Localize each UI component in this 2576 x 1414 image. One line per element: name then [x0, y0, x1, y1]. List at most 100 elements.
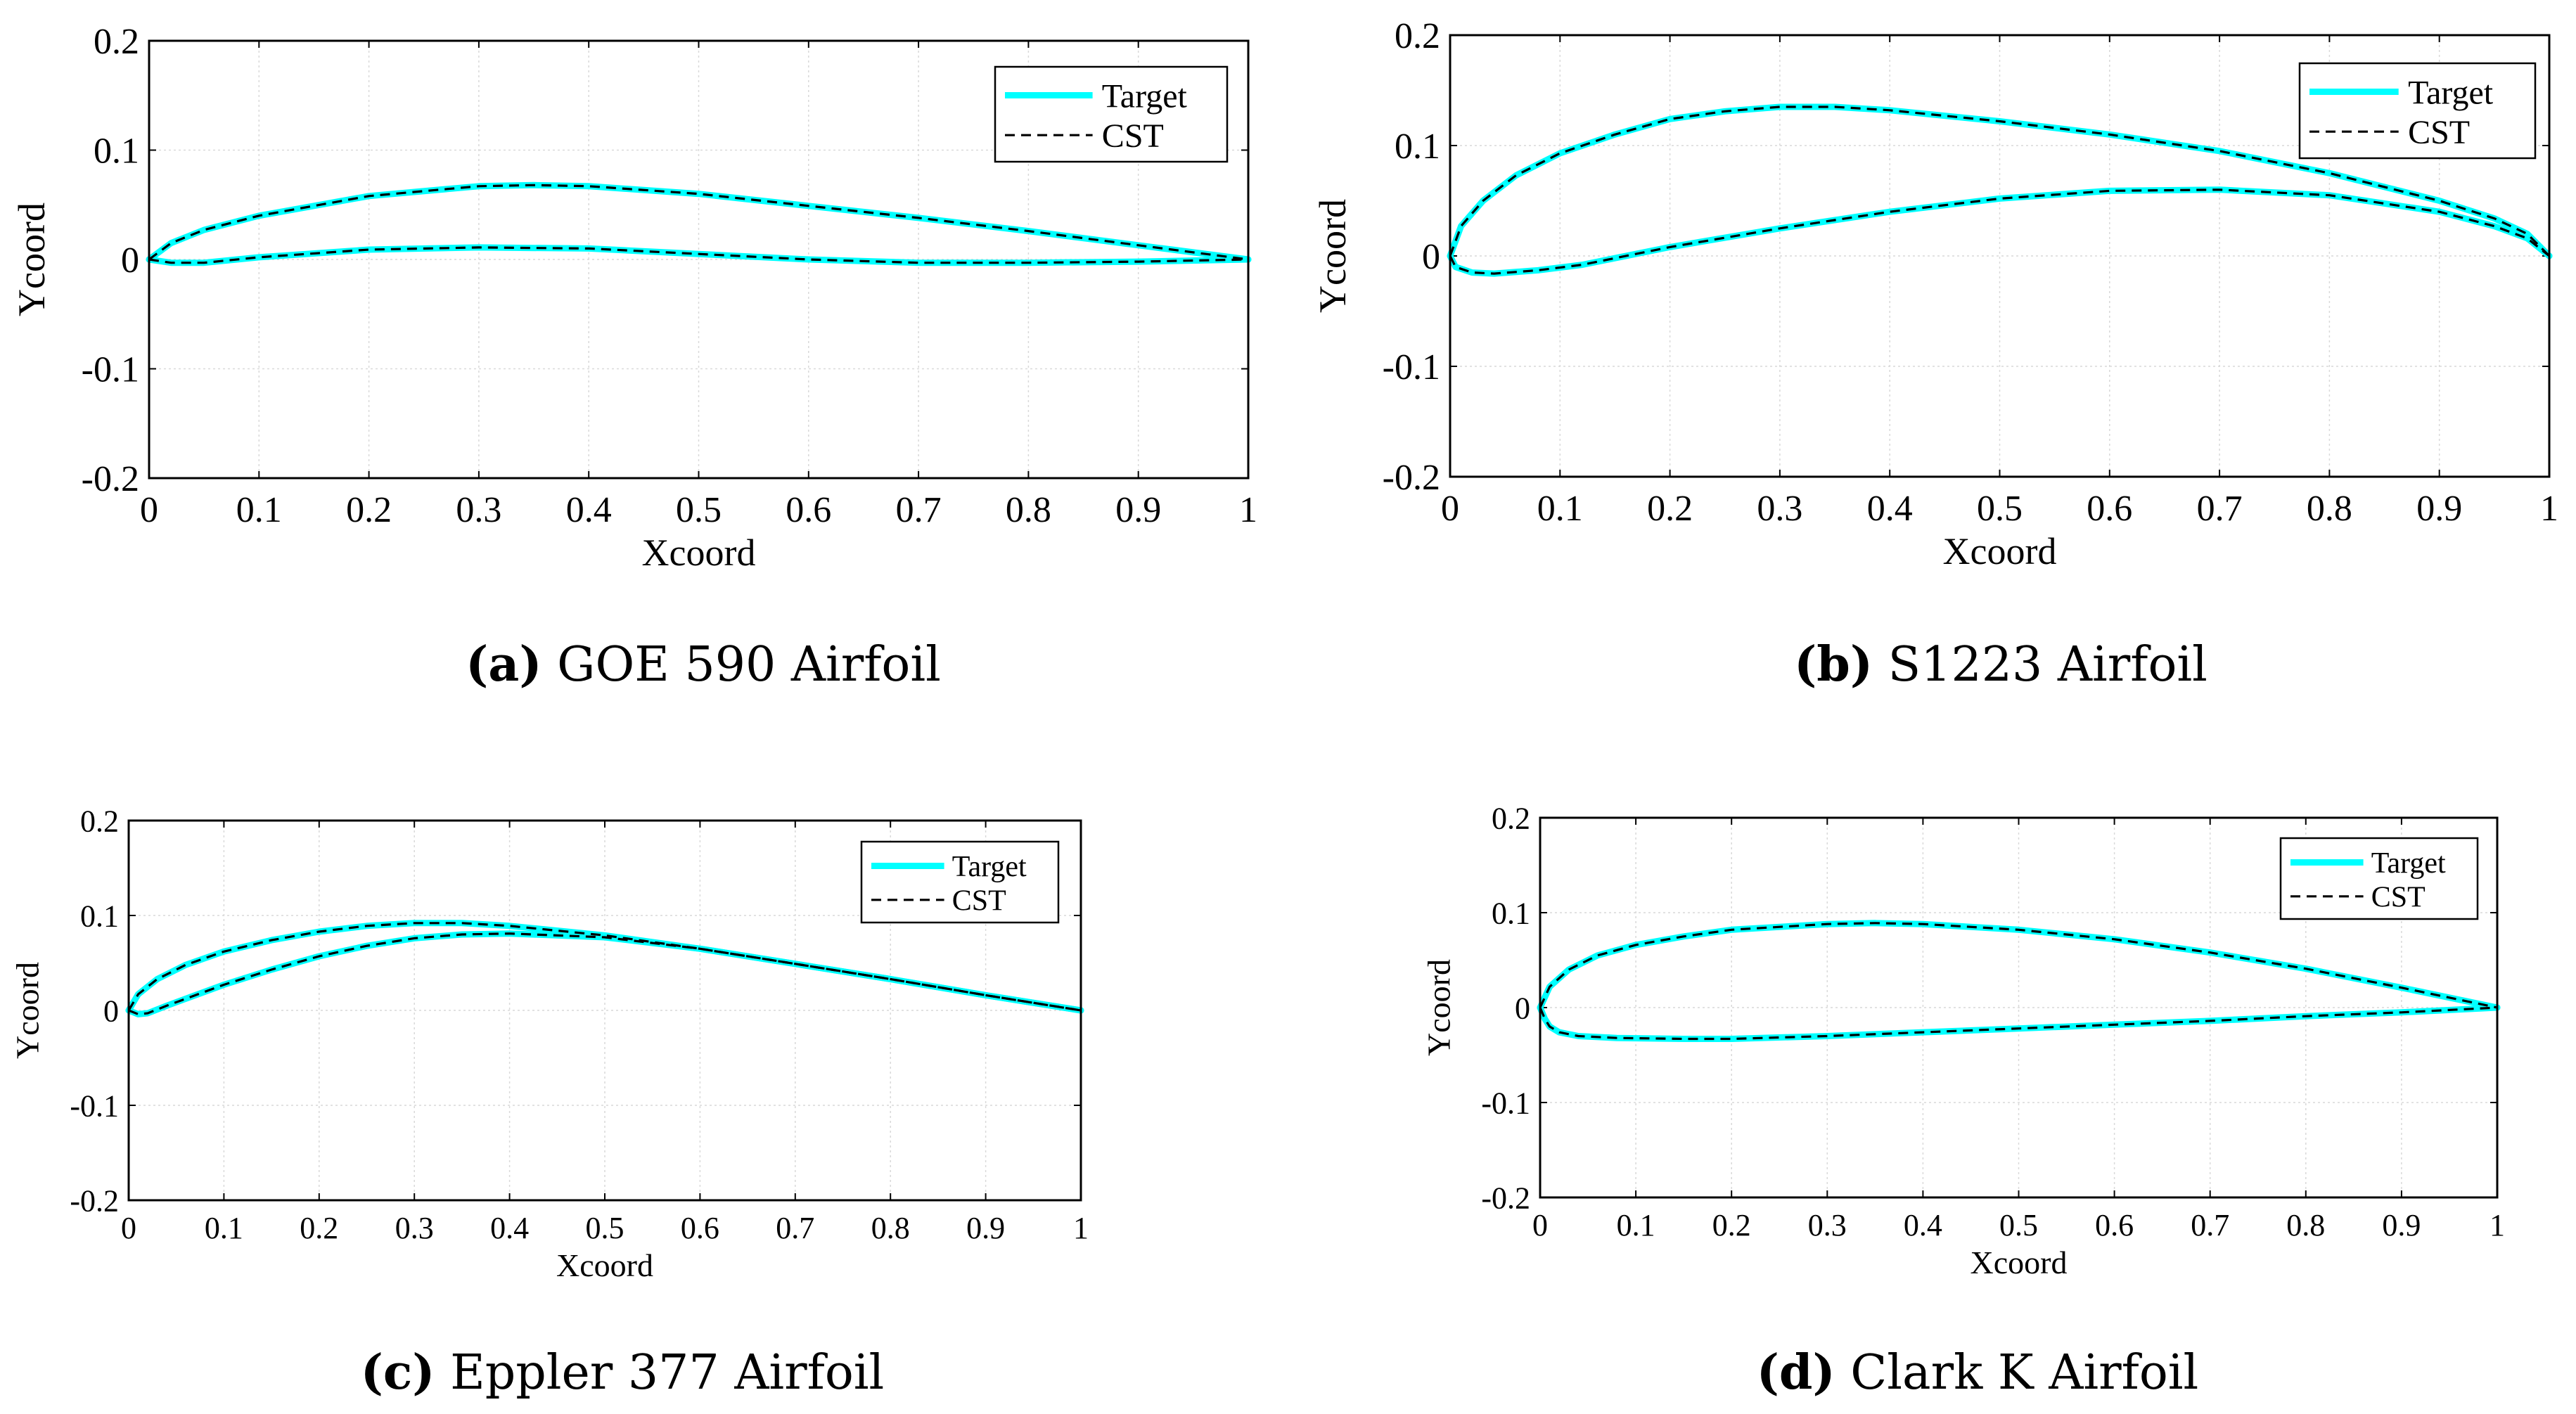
chart-d: 0 0.1 0.2 0.3 0.4 0.5 0.6 0.7 0.8 0.9 1 -0.2 -0.1 0 0.…: [1421, 801, 2505, 1280]
y-tick-label-d-3: 0.1: [1492, 896, 1530, 930]
y-axis-label-c: Ycoord: [10, 962, 46, 1059]
x-tick-label-d-7: 0.7: [2191, 1208, 2229, 1242]
x-tick-label-a-5: 0.5: [676, 490, 722, 530]
caption-a-text: GOE 590 Airfoil: [557, 637, 941, 693]
x-tick-label-c-5: 0.5: [586, 1211, 624, 1245]
x-tick-label-d-5: 0.5: [1999, 1208, 2038, 1242]
x-tick-label-a-7: 0.7: [896, 490, 942, 530]
y-tick-label-b-1: -0.1: [1383, 347, 1440, 387]
legend-label-cst-b: CST: [2408, 114, 2470, 151]
chart-a: 0 0.1 0.2 0.3 0.4 0.5 0.6 0.7 0.8 0.9 1 -0.2 -0.1 0 0.…: [11, 22, 1257, 574]
x-tick-label-b-4: 0.4: [1867, 489, 1913, 529]
legend-label-target-b: Target: [2408, 74, 2494, 111]
x-tick-label-b-3: 0.3: [1757, 489, 1802, 529]
x-tick-label-d-8: 0.8: [2286, 1208, 2325, 1242]
chart-c: 0 0.1 0.2 0.3 0.4 0.5 0.6 0.7 0.8 0.9 1 -0.2 -0.1 0 0.…: [10, 804, 1089, 1283]
y-axis-label-d: Ycoord: [1421, 959, 1457, 1056]
y-tick-label-c-2: 0: [103, 994, 119, 1028]
caption-c: (c) Eppler 377 Airfoil: [361, 1344, 885, 1401]
legend-box-c: [860, 840, 1060, 924]
legend-box-b: [2298, 62, 2537, 160]
caption-b: (b) S1223 Airfoil: [1794, 636, 2207, 693]
x-tick-label-c-0: 0: [121, 1211, 136, 1245]
x-tick-label-a-2: 0.2: [346, 490, 392, 530]
y-tick-label-c-1: -0.1: [70, 1088, 119, 1123]
legend-box-d: [2279, 837, 2479, 920]
series-cst-lower-d: [1539, 1006, 2498, 1041]
y-tick-label-b-2: 0: [1422, 237, 1440, 277]
caption-d-text: Clark K Airfoil: [1850, 1345, 2199, 1401]
y-tick-label-b-0: -0.2: [1383, 458, 1440, 498]
x-tick-label-b-7: 0.7: [2197, 489, 2243, 529]
x-tick-label-b-10: 1: [2540, 489, 2558, 529]
x-tick-label-a-10: 1: [1239, 490, 1257, 530]
x-axis-label-d: Xcoord: [1971, 1245, 2068, 1280]
x-tick-label-d-1: 0.1: [1617, 1208, 1655, 1242]
y-tick-label-c-4: 0.2: [80, 804, 119, 838]
x-tick-label-c-7: 0.7: [776, 1211, 814, 1245]
x-tick-label-d-3: 0.3: [1808, 1208, 1847, 1242]
series-cst-upper-b: [1449, 105, 2551, 257]
axes-box-a: [148, 39, 1250, 480]
y-tick-label-a-1: -0.1: [82, 350, 139, 390]
series-cst-upper-c: [127, 922, 1082, 1012]
y-tick-label-d-4: 0.2: [1492, 801, 1530, 835]
x-tick-label-b-5: 0.5: [1977, 489, 2023, 529]
caption-b-letter: (b): [1794, 636, 1873, 693]
caption-a: (a) GOE 590 Airfoil: [466, 636, 941, 693]
x-tick-label-b-0: 0: [1441, 489, 1459, 529]
y-tick-label-a-3: 0.1: [94, 131, 139, 172]
x-tick-label-d-0: 0: [1532, 1208, 1548, 1242]
x-tick-label-c-10: 1: [1073, 1211, 1089, 1245]
x-axis-label-b: Xcoord: [1943, 530, 2057, 572]
x-tick-label-c-4: 0.4: [490, 1211, 529, 1245]
series-cst-upper-a: [148, 184, 1249, 261]
y-tick-label-d-0: -0.2: [1481, 1181, 1530, 1215]
y-tick-label-c-3: 0.1: [80, 899, 119, 933]
caption-c-letter: (c): [360, 1344, 435, 1401]
caption-d-letter: (d): [1756, 1344, 1835, 1401]
x-tick-label-c-3: 0.3: [395, 1211, 434, 1245]
x-tick-label-b-2: 0.2: [1647, 489, 1693, 529]
x-tick-label-b-1: 0.1: [1537, 489, 1583, 529]
x-tick-label-b-6: 0.6: [2087, 489, 2132, 529]
x-tick-label-d-6: 0.6: [2095, 1208, 2134, 1242]
x-tick-label-a-6: 0.6: [786, 490, 831, 530]
caption-c-text: Eppler 377 Airfoil: [450, 1345, 885, 1401]
x-tick-label-d-2: 0.2: [1712, 1208, 1751, 1242]
x-tick-label-a-4: 0.4: [566, 490, 612, 530]
series-cst-lower-a: [148, 246, 1249, 264]
series-target-lower-b: [1447, 186, 2553, 277]
series-cst-upper-d: [1539, 922, 2498, 1009]
caption-a-letter: (a): [466, 636, 542, 693]
legend-label-target-d: Target: [2371, 847, 2446, 880]
x-tick-label-d-4: 0.4: [1904, 1208, 1942, 1242]
x-axis-label-a: Xcoord: [642, 532, 756, 574]
series-cst-lower-c: [128, 932, 1082, 1016]
y-tick-label-a-4: 0.2: [94, 22, 139, 62]
x-tick-label-c-2: 0.2: [300, 1211, 338, 1245]
legend-label-cst-d: CST: [2371, 882, 2426, 914]
x-tick-label-c-8: 0.8: [871, 1211, 910, 1245]
legend-label-target-a: Target: [1102, 77, 1188, 115]
y-tick-label-d-1: -0.1: [1481, 1086, 1530, 1120]
x-tick-label-d-9: 0.9: [2382, 1208, 2421, 1242]
x-tick-label-c-9: 0.9: [966, 1211, 1005, 1245]
chart-b: 0 0.1 0.2 0.3 0.4 0.5 0.6 0.7 0.8 0.9 1 -0.2 -0.1 0 0.…: [1312, 16, 2558, 572]
x-tick-label-a-3: 0.3: [456, 490, 501, 530]
x-tick-label-a-0: 0: [140, 490, 158, 530]
legend-label-cst-a: CST: [1102, 117, 1164, 155]
x-tick-label-b-9: 0.9: [2416, 489, 2462, 529]
y-axis-label-a: Ycoord: [11, 203, 53, 316]
y-axis-label-b: Ycoord: [1312, 199, 1354, 313]
series-cst-lower-b: [1449, 188, 2551, 275]
x-tick-label-d-10: 1: [2490, 1208, 2505, 1242]
y-tick-label-b-4: 0.2: [1395, 16, 1440, 56]
legend-box-a: [994, 65, 1229, 163]
y-tick-label-a-0: -0.2: [82, 459, 139, 499]
axes-box-c: [127, 819, 1082, 1202]
x-tick-label-a-9: 0.9: [1115, 490, 1161, 530]
axes-box-d: [1539, 816, 2499, 1199]
x-tick-label-c-6: 0.6: [681, 1211, 719, 1245]
y-tick-label-b-3: 0.1: [1395, 127, 1440, 167]
